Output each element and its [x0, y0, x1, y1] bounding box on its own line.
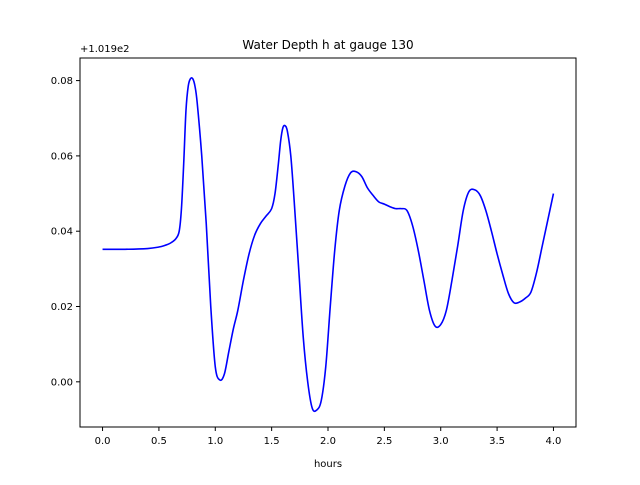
plot-frame	[79, 57, 577, 428]
x-tick-label: 2.5	[376, 436, 392, 447]
y-tick-label: 0.00	[51, 377, 73, 388]
plot-area	[102, 76, 555, 413]
water-depth-line	[102, 76, 555, 413]
x-tick-label: 1.0	[207, 436, 223, 447]
chart-title: Water Depth h at gauge 130	[242, 38, 413, 52]
x-tick-label: 1.5	[264, 436, 280, 447]
x-tick-label: 0.5	[151, 436, 167, 447]
x-tick-label: 4.0	[546, 436, 562, 447]
y-tick-label: 0.04	[51, 227, 73, 238]
x-tick-label: 3.5	[489, 436, 505, 447]
x-tick-label: 0.0	[95, 436, 111, 447]
axis-ticks: 0.0 0.5 1.0 1.5 2.0 2.5 3.0 3.5 4.0 0.00 0.02 0.04 0…	[51, 76, 562, 447]
x-tick-label: 2.0	[320, 436, 336, 447]
y-tick-label: 0.06	[51, 151, 73, 162]
x-axis-label: hours	[314, 459, 342, 470]
y-offset-text: +1.019e2	[80, 44, 130, 55]
y-tick-label: 0.08	[51, 76, 73, 87]
x-tick-label: 3.0	[433, 436, 449, 447]
y-tick-label: 0.02	[51, 302, 73, 313]
